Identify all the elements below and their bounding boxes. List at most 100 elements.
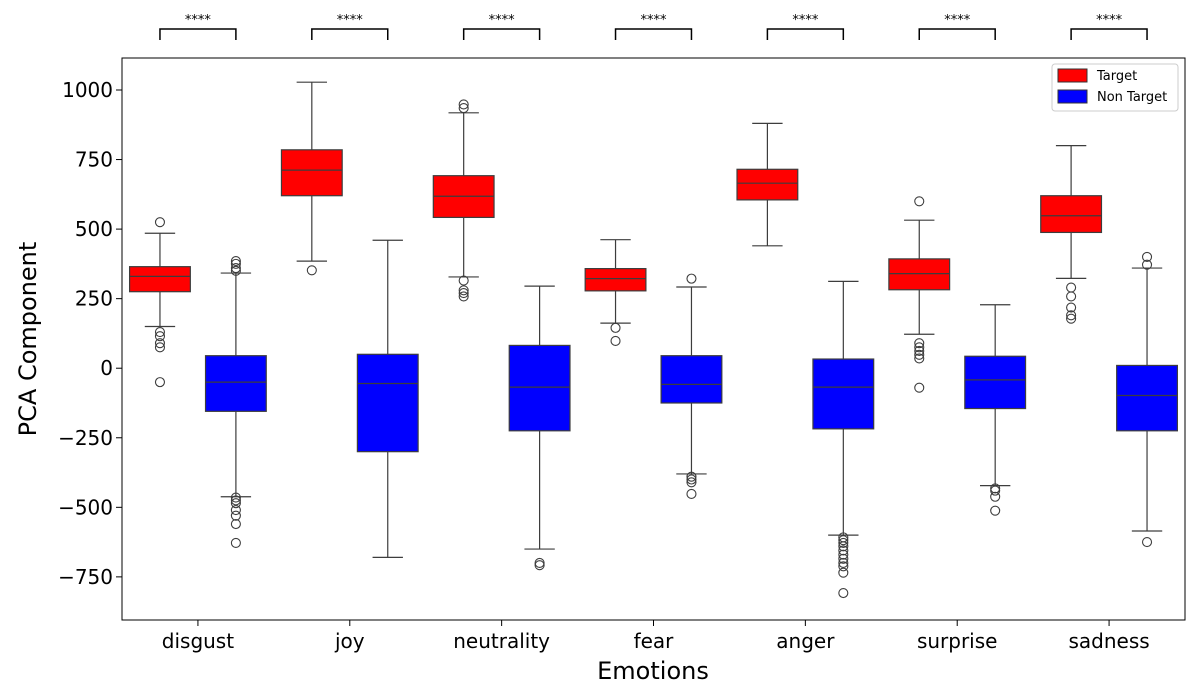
outlier-point (154, 331, 166, 342)
box-non-target-anger (812, 280, 875, 599)
box-body (1116, 364, 1179, 432)
box-non-target-disgust (204, 256, 267, 548)
outlier-point (686, 474, 697, 485)
x-tick-label: fear (634, 629, 675, 653)
outlier-point (838, 545, 849, 556)
box-target-disgust (128, 217, 191, 388)
significance-label: **** (185, 13, 212, 28)
x-tick-label: sadness (1068, 629, 1149, 653)
y-axis: 1000 750 500 250 0 −250 −500 −750 (58, 78, 122, 589)
outlier-point (154, 217, 166, 228)
box-body (584, 268, 647, 292)
outlier-point (534, 560, 545, 571)
outlier-point (838, 537, 849, 548)
outlier-point (914, 342, 925, 353)
significance-label: **** (944, 13, 971, 28)
significance-label: **** (792, 13, 819, 28)
y-tick-label: 250 (75, 287, 113, 311)
y-tick-label: −750 (58, 565, 113, 589)
box-target-neutrality (432, 99, 495, 302)
outlier-point (230, 505, 241, 516)
outlier-point (458, 288, 469, 299)
outlier-point (1066, 313, 1077, 324)
outlier-point (230, 495, 241, 506)
outlier-point (1066, 291, 1077, 302)
outlier-point (154, 377, 166, 388)
outlier-point (458, 291, 469, 302)
outlier-point (230, 492, 241, 503)
significance-bracket (462, 28, 541, 40)
x-axis-label: Emotions (597, 657, 709, 685)
outlier-point (838, 587, 849, 599)
significance-bracket (311, 28, 389, 40)
significance-bracket (766, 28, 845, 40)
y-tick-label: 750 (75, 148, 113, 172)
plot-frame (121, 57, 1186, 621)
significance-bracket (159, 28, 237, 40)
significance-label: **** (1096, 13, 1123, 28)
outlier-point (230, 537, 241, 548)
outlier-point (838, 561, 849, 572)
outlier-point (1141, 537, 1153, 548)
x-tick-label: anger (776, 629, 835, 653)
outlier-point (914, 338, 925, 349)
outlier-point (458, 275, 469, 286)
outlier-point (610, 335, 621, 346)
outlier-point (154, 338, 166, 349)
box-target-sadness (1040, 145, 1103, 324)
box-body (1040, 195, 1103, 234)
significance-brackets: **** **** **** **** **** **** **** (159, 13, 1148, 40)
outlier-point (230, 510, 241, 521)
outlier-point (838, 535, 849, 546)
legend-label-non-target: Non Target (1097, 90, 1167, 105)
y-axis-label: PCA Component (14, 242, 42, 437)
outlier-point (838, 553, 849, 564)
outlier-point (686, 477, 697, 488)
outlier-point (534, 557, 545, 569)
outlier-point (990, 485, 1001, 496)
outlier-point (458, 285, 469, 296)
outlier-point (458, 103, 469, 114)
outlier-point (230, 256, 241, 267)
outlier-point (230, 263, 241, 274)
outlier-point (838, 541, 849, 552)
outlier-point (458, 99, 469, 110)
y-tick-label: 500 (75, 217, 113, 241)
box-target-fear (584, 239, 647, 346)
outlier-point (686, 471, 697, 482)
outlier-point (1141, 251, 1153, 262)
boxes-layer (128, 81, 1179, 599)
y-tick-label: −500 (58, 495, 113, 519)
box-body (736, 168, 799, 201)
box-body (356, 353, 419, 453)
outlier-point (1141, 259, 1153, 270)
legend-label-target: Target (1096, 69, 1137, 84)
box-target-surprise (888, 196, 951, 393)
box-body (128, 266, 191, 293)
outlier-point (914, 349, 925, 360)
box-body (660, 355, 723, 404)
y-tick-label: 0 (100, 356, 113, 380)
significance-bracket (918, 28, 996, 40)
outlier-point (610, 322, 621, 333)
outlier-point (306, 265, 317, 276)
box-non-target-surprise (964, 304, 1027, 516)
outlier-point (914, 353, 925, 364)
significance-label: **** (337, 13, 364, 28)
box-body (508, 344, 571, 432)
outlier-point (686, 488, 697, 500)
y-tick-label: −250 (58, 426, 113, 450)
outlier-point (230, 265, 241, 276)
outlier-point (230, 258, 241, 269)
box-non-target-sadness (1116, 251, 1179, 548)
legend-swatch-target (1057, 68, 1088, 83)
outlier-point (1066, 282, 1077, 293)
legend-swatch-non-target (1057, 89, 1088, 104)
box-non-target-joy (356, 239, 419, 559)
outlier-point (990, 505, 1001, 516)
legend: Target Non Target (1051, 63, 1179, 112)
outlier-point (914, 345, 925, 357)
significance-bracket (1070, 28, 1148, 40)
box-target-joy (280, 81, 343, 276)
outlier-point (838, 549, 849, 560)
